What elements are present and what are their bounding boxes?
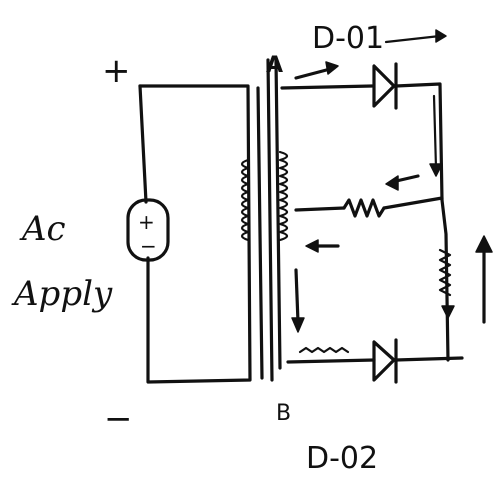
right-vertical-wire (440, 198, 450, 362)
diode-d01 (372, 62, 398, 110)
d02-output-wire (394, 356, 464, 362)
bottom-scribble (298, 346, 350, 354)
secondary-coil (278, 150, 289, 242)
ac-source-plus: + (138, 210, 155, 234)
mid-left-wire (294, 206, 346, 212)
node-a-label: A (266, 53, 283, 78)
resistor (342, 198, 386, 218)
right-scribble-arrowhead (441, 305, 455, 319)
left-down-arrow (294, 268, 300, 324)
ac-source-body (126, 198, 170, 262)
transformer-core-left (256, 86, 264, 380)
node-b-label: B (276, 401, 291, 426)
ac-label: Ac (19, 209, 66, 249)
right-down-arrowhead (429, 163, 443, 177)
mid-right-wire (382, 196, 444, 210)
ac-source: + − (126, 198, 170, 262)
right-scribble (438, 248, 452, 297)
negative-terminal-label: − (104, 399, 133, 439)
diode-d02 (372, 338, 398, 384)
top-wire (280, 84, 374, 90)
far-right-up-arrowhead (475, 235, 493, 253)
left-down-arrowhead (291, 317, 305, 333)
diode-1-label: D-01 (312, 21, 384, 56)
apply-label: Apply (11, 274, 113, 314)
resistor-current-arrowhead (385, 175, 399, 191)
secondary-winding-wire (274, 58, 282, 370)
center-left-arrowhead (305, 239, 319, 253)
right-down-arrow (432, 94, 438, 170)
source-top-wire (138, 84, 148, 204)
transformer-core-right (266, 58, 274, 382)
d01-output-wire (394, 82, 444, 202)
primary-loop-wire (138, 84, 252, 384)
ac-source-minus: − (140, 234, 157, 258)
bottom-left-wire (286, 358, 376, 364)
positive-terminal-label: + (102, 51, 131, 91)
diode-2-label: D-02 (306, 441, 378, 476)
primary-coil (240, 158, 250, 242)
d01-label-arrow (384, 34, 442, 44)
top-current-arrowhead (325, 61, 339, 75)
d01-label-arrowhead (435, 29, 447, 43)
